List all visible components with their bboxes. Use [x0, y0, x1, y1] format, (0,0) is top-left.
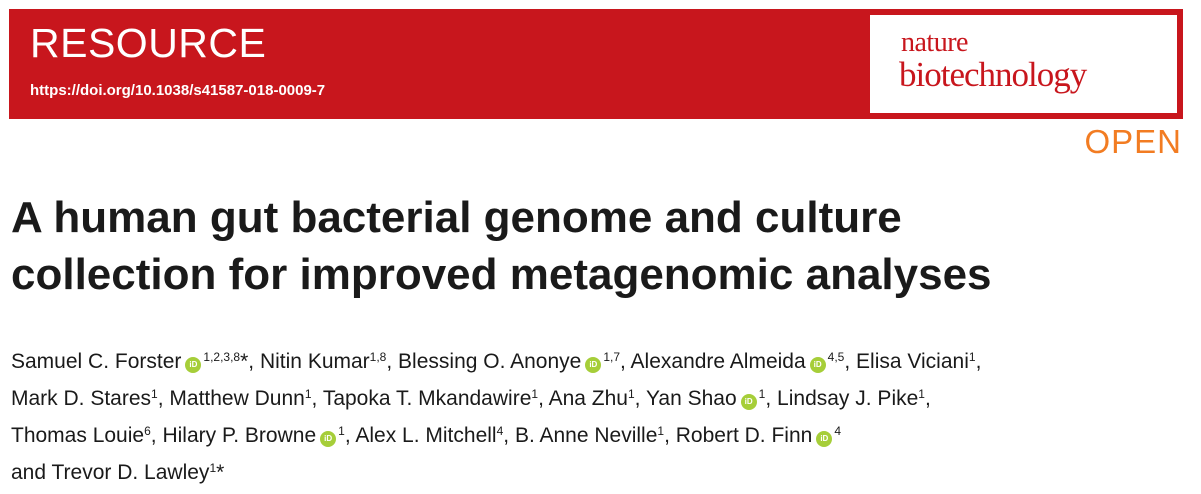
- author-separator: ,: [634, 387, 641, 410]
- author-name[interactable]: Robert D. Finn: [675, 424, 813, 447]
- author-item[interactable]: Blessing O. Anonye iD1,7,: [398, 350, 626, 373]
- author-name[interactable]: Alexandre Almeida: [630, 350, 806, 373]
- author-separator: ,: [386, 350, 393, 373]
- author-item[interactable]: Tapoka T. Mkandawire1,: [323, 387, 544, 410]
- author-item[interactable]: Ana Zhu1,: [549, 387, 641, 410]
- author-separator: ,: [311, 387, 318, 410]
- author-name[interactable]: Thomas Louie: [11, 424, 145, 447]
- author-item[interactable]: Matthew Dunn1,: [169, 387, 317, 410]
- author-item[interactable]: B. Anne Neville1,: [515, 424, 670, 447]
- article-title: A human gut bacterial genome and culture…: [11, 189, 1181, 303]
- corresponding-author-mark: *: [240, 350, 249, 373]
- affiliation-marker[interactable]: 1: [209, 461, 217, 475]
- affiliation-marker[interactable]: 6: [144, 424, 151, 438]
- affiliation-marker[interactable]: 1: [627, 387, 635, 401]
- affiliation-marker[interactable]: 1: [918, 387, 925, 401]
- author-separator: ,: [844, 350, 851, 373]
- article-title-line-2: collection for improved metagenomic anal…: [11, 250, 992, 299]
- author-separator: ,: [503, 424, 510, 447]
- affiliation-marker[interactable]: 1: [151, 387, 158, 401]
- affiliation-marker[interactable]: 4: [834, 424, 841, 438]
- author-name[interactable]: Samuel C. Forster: [11, 350, 182, 373]
- open-access-label: OPEN: [1084, 123, 1182, 160]
- orcid-icon[interactable]: iD: [585, 357, 602, 373]
- author-name[interactable]: Elisa Viciani: [856, 350, 969, 373]
- affiliation-marker[interactable]: 1: [657, 424, 665, 438]
- article-type-label: RESOURCE: [30, 20, 267, 66]
- author-item[interactable]: Alexandre Almeida iD4,5,: [630, 350, 851, 373]
- affiliation-marker[interactable]: 4: [496, 424, 504, 438]
- affiliation-marker[interactable]: 1,8: [369, 350, 387, 364]
- author-name[interactable]: Matthew Dunn: [169, 387, 305, 410]
- journal-logo[interactable]: nature biotechnology: [870, 15, 1177, 113]
- author-name[interactable]: Lindsay J. Pike: [777, 387, 919, 410]
- author-name[interactable]: Alex L. Mitchell: [355, 424, 497, 447]
- author-name[interactable]: and Trevor D. Lawley: [11, 461, 210, 484]
- author-item[interactable]: Elisa Viciani1,: [856, 350, 981, 373]
- author-separator: ,: [765, 387, 772, 410]
- author-list: Samuel C. Forster iD1,2,3,8*, Nitin Kumar…: [11, 343, 1186, 491]
- affiliation-marker[interactable]: 4,5: [827, 350, 845, 364]
- author-separator: ,: [620, 350, 626, 373]
- orcid-icon[interactable]: iD: [816, 431, 833, 447]
- author-separator: ,: [664, 424, 670, 447]
- author-name[interactable]: Tapoka T. Mkandawire: [322, 387, 532, 410]
- author-item[interactable]: Nitin Kumar1,8,: [260, 350, 392, 373]
- author-item[interactable]: Lindsay J. Pike1,: [777, 387, 931, 410]
- author-separator: ,: [975, 350, 982, 373]
- author-name[interactable]: Mark D. Stares: [11, 387, 152, 410]
- affiliation-marker[interactable]: 1: [338, 424, 345, 438]
- article-title-line-1: A human gut bacterial genome and culture: [11, 193, 902, 242]
- orcid-icon[interactable]: iD: [740, 394, 757, 410]
- author-separator: ,: [538, 387, 544, 410]
- author-separator: ,: [248, 350, 255, 373]
- article-type-banner: RESOURCE https://doi.org/10.1038/s41587-…: [9, 9, 1183, 119]
- affiliation-marker[interactable]: 1: [304, 387, 312, 401]
- orcid-icon[interactable]: iD: [320, 431, 337, 447]
- author-name[interactable]: Yan Shao: [645, 387, 737, 410]
- author-item[interactable]: Samuel C. Forster iD1,2,3,8*,: [11, 350, 254, 373]
- author-item[interactable]: Thomas Louie6,: [11, 424, 157, 447]
- author-separator: ,: [150, 424, 157, 447]
- author-item[interactable]: Mark D. Stares1,: [11, 387, 164, 410]
- doi-link[interactable]: https://doi.org/10.1038/s41587-018-0009-…: [30, 82, 326, 99]
- author-name[interactable]: Nitin Kumar: [259, 350, 370, 373]
- corresponding-author-mark: *: [216, 461, 225, 484]
- author-item[interactable]: Robert D. Finn iD4: [676, 424, 841, 447]
- author-separator: ,: [157, 387, 164, 410]
- author-item[interactable]: and Trevor D. Lawley1*: [11, 461, 224, 484]
- author-name[interactable]: Hilary P. Browne: [162, 424, 317, 447]
- journal-logo-biotechnology: biotechnology: [899, 55, 1087, 94]
- author-separator: ,: [344, 424, 351, 447]
- journal-logo-nature: nature: [901, 27, 968, 58]
- affiliation-marker[interactable]: 1: [758, 387, 766, 401]
- author-name[interactable]: B. Anne Neville: [514, 424, 658, 447]
- author-name[interactable]: Blessing O. Anonye: [398, 350, 582, 373]
- affiliation-marker[interactable]: 1: [968, 350, 976, 364]
- author-item[interactable]: Alex L. Mitchell4,: [355, 424, 509, 447]
- orcid-icon[interactable]: iD: [185, 357, 202, 373]
- author-item[interactable]: Hilary P. Browne iD1,: [162, 424, 351, 447]
- affiliation-marker[interactable]: 1: [531, 387, 539, 401]
- author-separator: ,: [924, 387, 931, 410]
- orcid-icon[interactable]: iD: [809, 357, 826, 373]
- affiliation-marker[interactable]: 1,7: [603, 350, 621, 364]
- author-name[interactable]: Ana Zhu: [548, 387, 628, 410]
- author-item[interactable]: Yan Shao iD1,: [646, 387, 771, 410]
- affiliation-marker[interactable]: 1,2,3,8: [203, 350, 241, 364]
